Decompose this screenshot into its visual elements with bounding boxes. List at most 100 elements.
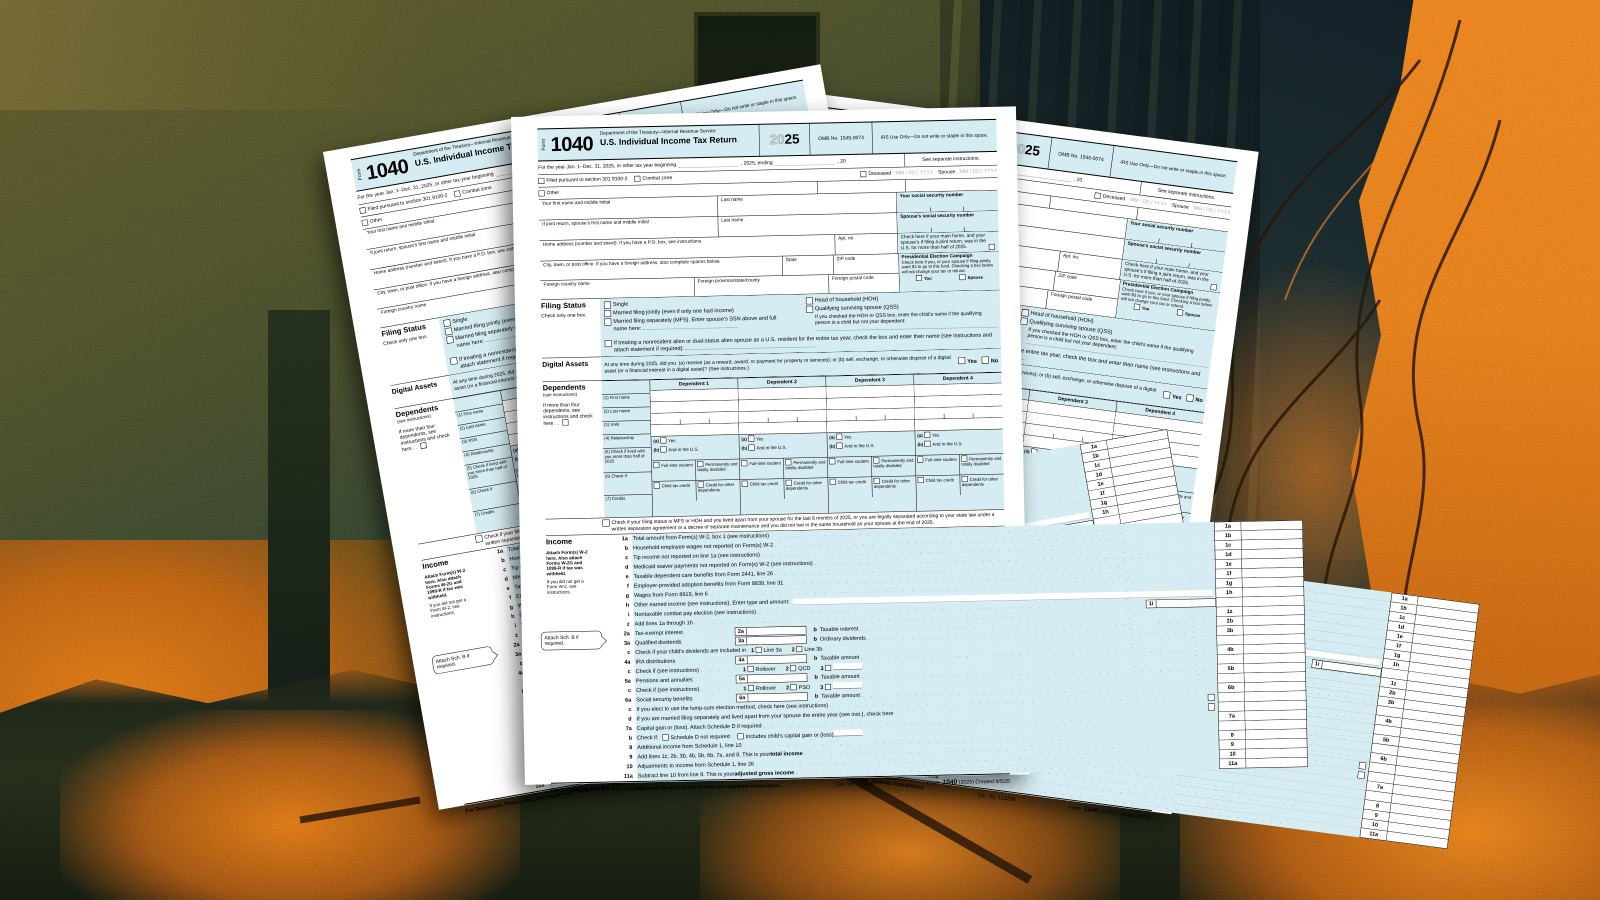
hoh-checkbox[interactable] (1021, 308, 1029, 317)
foreign-postal-field[interactable]: Foreign postal code (831, 274, 874, 282)
dep4-odc-checkbox[interactable] (961, 475, 968, 483)
dep3-lived-yes-checkbox[interactable] (835, 433, 843, 440)
inner-box-field-2a[interactable] (747, 626, 806, 635)
line-c-checkbox[interactable] (1358, 762, 1367, 770)
dep3-odc-checkbox[interactable] (873, 477, 880, 484)
amount-field-11a[interactable] (1246, 757, 1308, 769)
inner-box-field-6a[interactable] (748, 693, 807, 702)
dep1-ctc-checkbox[interactable] (653, 482, 660, 489)
dep2-lived-yes-checkbox[interactable] (747, 435, 755, 442)
inner-box-field-3a[interactable] (747, 636, 806, 645)
mfs-hoh-apart-checkbox[interactable] (602, 519, 610, 527)
line-c-Line 3b-checkbox[interactable] (796, 645, 803, 652)
irs-use-only: IRS Use Only—Do not write or staple in t… (871, 119, 997, 154)
dep1-fulltime-checkbox[interactable] (653, 461, 660, 469)
line-d-checkbox[interactable] (1208, 703, 1216, 711)
dep4-lived-us-checkbox[interactable] (924, 440, 931, 448)
spouse-deceased-date-field[interactable]: MM / DD / YYYY (1193, 205, 1231, 216)
nra-checkbox[interactable] (604, 339, 612, 347)
main-home-checkbox[interactable] (988, 243, 995, 251)
hoh-checkbox[interactable] (805, 297, 813, 305)
combat-zone-checkbox[interactable] (453, 190, 461, 198)
inner-box-field-1i[interactable] (1156, 599, 1215, 608)
dep4-lived-yes-checkbox[interactable] (923, 431, 931, 438)
qss-checkbox[interactable] (1019, 317, 1028, 326)
line-7b-no-schd-checkbox[interactable] (662, 734, 669, 741)
dep2-ctc-checkbox[interactable] (741, 480, 748, 487)
dep1-disabled-checkbox[interactable] (697, 461, 704, 468)
digital-assets-yes-checkbox[interactable] (958, 357, 966, 365)
dep1-lived-yes-checkbox[interactable] (660, 437, 667, 444)
line-text: Taxable amount (820, 654, 860, 662)
dep4-disabled-checkbox[interactable] (961, 455, 968, 462)
check-item-entry-field[interactable] (832, 662, 863, 670)
dep3-lived-us-checkbox[interactable] (836, 442, 843, 449)
line-c-Rollover-checkbox[interactable] (747, 684, 754, 691)
check-item: 2 PSO (785, 683, 811, 691)
inner-box-field-5a[interactable] (748, 674, 807, 683)
line-c-QCD-checkbox[interactable] (790, 664, 797, 672)
single-checkbox[interactable] (443, 318, 452, 328)
spouse-deceased-date-field[interactable]: MM / DD / YYYY (960, 168, 998, 175)
zip-field[interactable]: ZIP code (836, 255, 856, 262)
deceased-date-field[interactable]: MM / DD / YYYY (895, 169, 934, 177)
line-7b-child-gain-checkbox[interactable] (737, 733, 744, 740)
line-c-checkbox[interactable] (1207, 694, 1215, 702)
digital-assets-yes-checkbox[interactable] (1162, 391, 1171, 399)
line-c-Rollover-checkbox[interactable] (747, 665, 754, 672)
dep1-lived-us-checkbox[interactable] (660, 446, 667, 453)
dep2-lived-us-checkbox[interactable] (748, 444, 755, 451)
more-dependents-checkbox[interactable] (419, 442, 427, 449)
line-c-Line 3a-checkbox[interactable] (755, 646, 762, 653)
check-item-entry-field[interactable] (832, 681, 862, 689)
your-ssn-field[interactable]: Your social security number (896, 190, 999, 213)
other-checkbox[interactable] (538, 190, 545, 197)
qss-checkbox[interactable] (805, 305, 813, 313)
dep2-disabled-checkbox[interactable] (785, 459, 792, 466)
dep1-odc-checkbox[interactable] (697, 481, 704, 488)
main-home-checkbox[interactable] (1210, 283, 1218, 291)
apt-no-field[interactable]: Apt. no. (835, 233, 898, 255)
line-c-PSO-checkbox[interactable] (790, 683, 797, 691)
line-c-blank-checkbox[interactable] (824, 683, 831, 691)
mfj-checkbox[interactable] (444, 327, 453, 336)
deceased-checkbox[interactable] (1094, 192, 1102, 200)
deceased-date-field[interactable]: MM / DD / YYYY (1129, 197, 1168, 208)
digital-assets-no-checkbox[interactable] (1186, 394, 1195, 403)
mfs-spouse-name-field[interactable] (642, 322, 738, 330)
mfj-checkbox[interactable] (604, 309, 612, 318)
pec-you-checkbox[interactable] (1133, 303, 1141, 311)
dep4-ctc-checkbox[interactable] (917, 476, 924, 484)
line-7b-entry-field[interactable] (833, 729, 863, 737)
combat-zone-checkbox[interactable] (634, 175, 641, 182)
dep2-fulltime-checkbox[interactable] (741, 460, 748, 467)
mfs-hoh-apart-checkbox[interactable] (474, 534, 484, 543)
line-d-checkbox[interactable] (1357, 771, 1366, 780)
foreign-province-field[interactable]: Foreign province/state/county (694, 274, 830, 297)
spouse-ssn-field[interactable]: Spouse’s social security number (897, 210, 999, 233)
dep4-fulltime-checkbox[interactable] (917, 456, 924, 463)
deceased-checkbox[interactable] (860, 171, 867, 178)
dep3-ctc-checkbox[interactable] (829, 478, 836, 485)
state-field[interactable]: State (782, 255, 834, 276)
mfs-checkbox[interactable] (445, 335, 455, 344)
line-c-blank-checkbox[interactable] (825, 664, 832, 672)
year-beginning-field[interactable] (679, 161, 739, 168)
dep2-odc-checkbox[interactable] (785, 479, 792, 486)
year-ending-field[interactable] (775, 158, 835, 166)
pec-spouse-checkbox[interactable] (959, 274, 966, 281)
inner-box-field-4a[interactable] (747, 655, 806, 664)
filed-9100-2-checkbox[interactable] (359, 207, 367, 214)
dep3-fulltime-checkbox[interactable] (829, 458, 836, 465)
more-dependents-checkbox[interactable] (562, 419, 569, 426)
filed-9100-2-checkbox[interactable] (538, 177, 545, 184)
nra-checkbox[interactable] (449, 356, 458, 365)
dep3-disabled-checkbox[interactable] (873, 457, 880, 464)
mfs-checkbox[interactable] (604, 318, 612, 326)
pec-you-checkbox[interactable] (915, 275, 923, 282)
other-checkbox[interactable] (361, 219, 369, 227)
digital-assets-no-checkbox[interactable] (981, 356, 989, 364)
pec-spouse-checkbox[interactable] (1176, 309, 1184, 316)
foreign-country-field[interactable]: Foreign country name (540, 277, 695, 300)
single-checkbox[interactable] (603, 301, 612, 309)
